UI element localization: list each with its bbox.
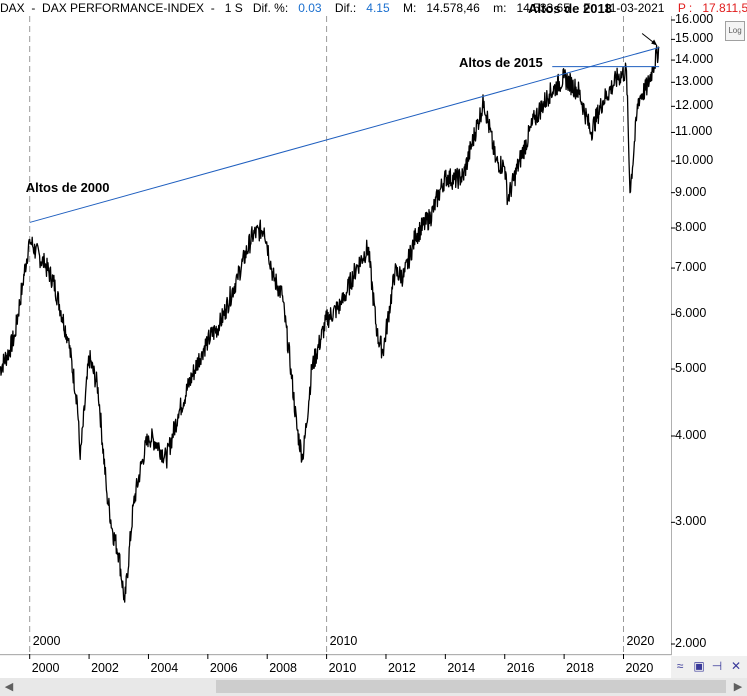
y-tick-label: 15.000 — [675, 31, 714, 46]
x-tick-label: 2000 — [31, 661, 60, 675]
x-tick-label: 2010 — [328, 661, 357, 675]
decade-label: 2000 — [32, 634, 61, 648]
horizontal-scrollbar[interactable]: ◀ ▶ — [0, 678, 747, 696]
zoom-icon[interactable]: ≈ — [676, 659, 684, 673]
index-name: DAX PERFORMANCE-INDEX — [42, 1, 205, 15]
period: 1 S — [224, 1, 243, 15]
x-axis — [0, 656, 671, 678]
y-tick-label: 12.000 — [675, 98, 714, 113]
y-tick-label: 6.000 — [675, 306, 707, 321]
x-tick-label: 2002 — [91, 661, 119, 675]
x-tick-label: 2006 — [209, 661, 238, 675]
pin-icon[interactable]: ⊣ — [711, 659, 723, 673]
date-label: F: — [583, 1, 594, 15]
x-tick-label: 2020 — [625, 661, 654, 675]
symbol: DAX — [0, 1, 25, 15]
min-label: m: — [493, 1, 507, 15]
y-tick-label: 14.000 — [675, 52, 714, 67]
max-value: 14.578,46 — [426, 1, 480, 15]
x-tick-label: 2012 — [387, 661, 416, 675]
y-axis — [672, 16, 747, 656]
change-pct-value: 0.03 — [298, 1, 322, 15]
x-tick-label: 2014 — [447, 661, 476, 675]
y-tick-label: 2.000 — [675, 636, 707, 650]
price-value: 17.811,59 — [702, 1, 747, 15]
save-icon[interactable]: ▣ — [693, 659, 705, 673]
annotation-altos-2015: Altos de 2015 — [458, 54, 543, 70]
y-tick-label: 10.000 — [675, 153, 714, 168]
y-tick-label: 3.000 — [675, 514, 707, 529]
annotation-altos-2018: Altos de 2018 — [528, 0, 612, 16]
change-label: Dif.: — [334, 1, 357, 15]
trendline — [29, 46, 660, 223]
y-tick-label: 4.000 — [675, 428, 707, 442]
min-value: 14.533,65 — [516, 1, 570, 15]
decade-label: 2010 — [329, 634, 358, 648]
chart-header: DAX - DAX PERFORMANCE-INDEX - 1 S Dif. %… — [0, 0, 747, 16]
y-tick-label: 9.000 — [675, 184, 707, 199]
change-pct-label: Dif. %: — [252, 1, 289, 15]
y-tick-label: 13.000 — [675, 74, 714, 89]
scroll-thumb[interactable] — [216, 680, 726, 693]
close-icon[interactable]: ✕ — [730, 659, 742, 673]
date-value: 11-03-2021 — [603, 1, 665, 15]
scroll-right-icon[interactable]: ▶ — [733, 681, 743, 693]
y-tick-label: 16.000 — [675, 12, 714, 26]
plot-area[interactable] — [0, 16, 672, 655]
x-tick-label: 2004 — [150, 661, 179, 675]
y-tick-label: 7.000 — [675, 260, 707, 275]
price-series-line — [0, 44, 660, 603]
arrow-head-icon — [651, 39, 658, 46]
decade-label: 2020 — [626, 634, 655, 648]
y-tick-label: 8.000 — [675, 220, 707, 234]
max-label: M: — [403, 1, 417, 15]
log-scale-button[interactable]: Log — [725, 21, 745, 41]
y-tick-label: 5.000 — [675, 361, 707, 376]
annotation-altos-2000: Altos de 2000 — [25, 180, 110, 196]
change-value: 4.15 — [366, 1, 390, 15]
y-tick-label: 11.000 — [675, 124, 713, 139]
x-tick-label: 2016 — [506, 661, 535, 675]
scroll-left-icon[interactable]: ◀ — [4, 681, 14, 693]
x-tick-label: 2008 — [269, 661, 298, 675]
price-label: P : — [677, 1, 693, 15]
x-tick-label: 2018 — [566, 661, 594, 675]
